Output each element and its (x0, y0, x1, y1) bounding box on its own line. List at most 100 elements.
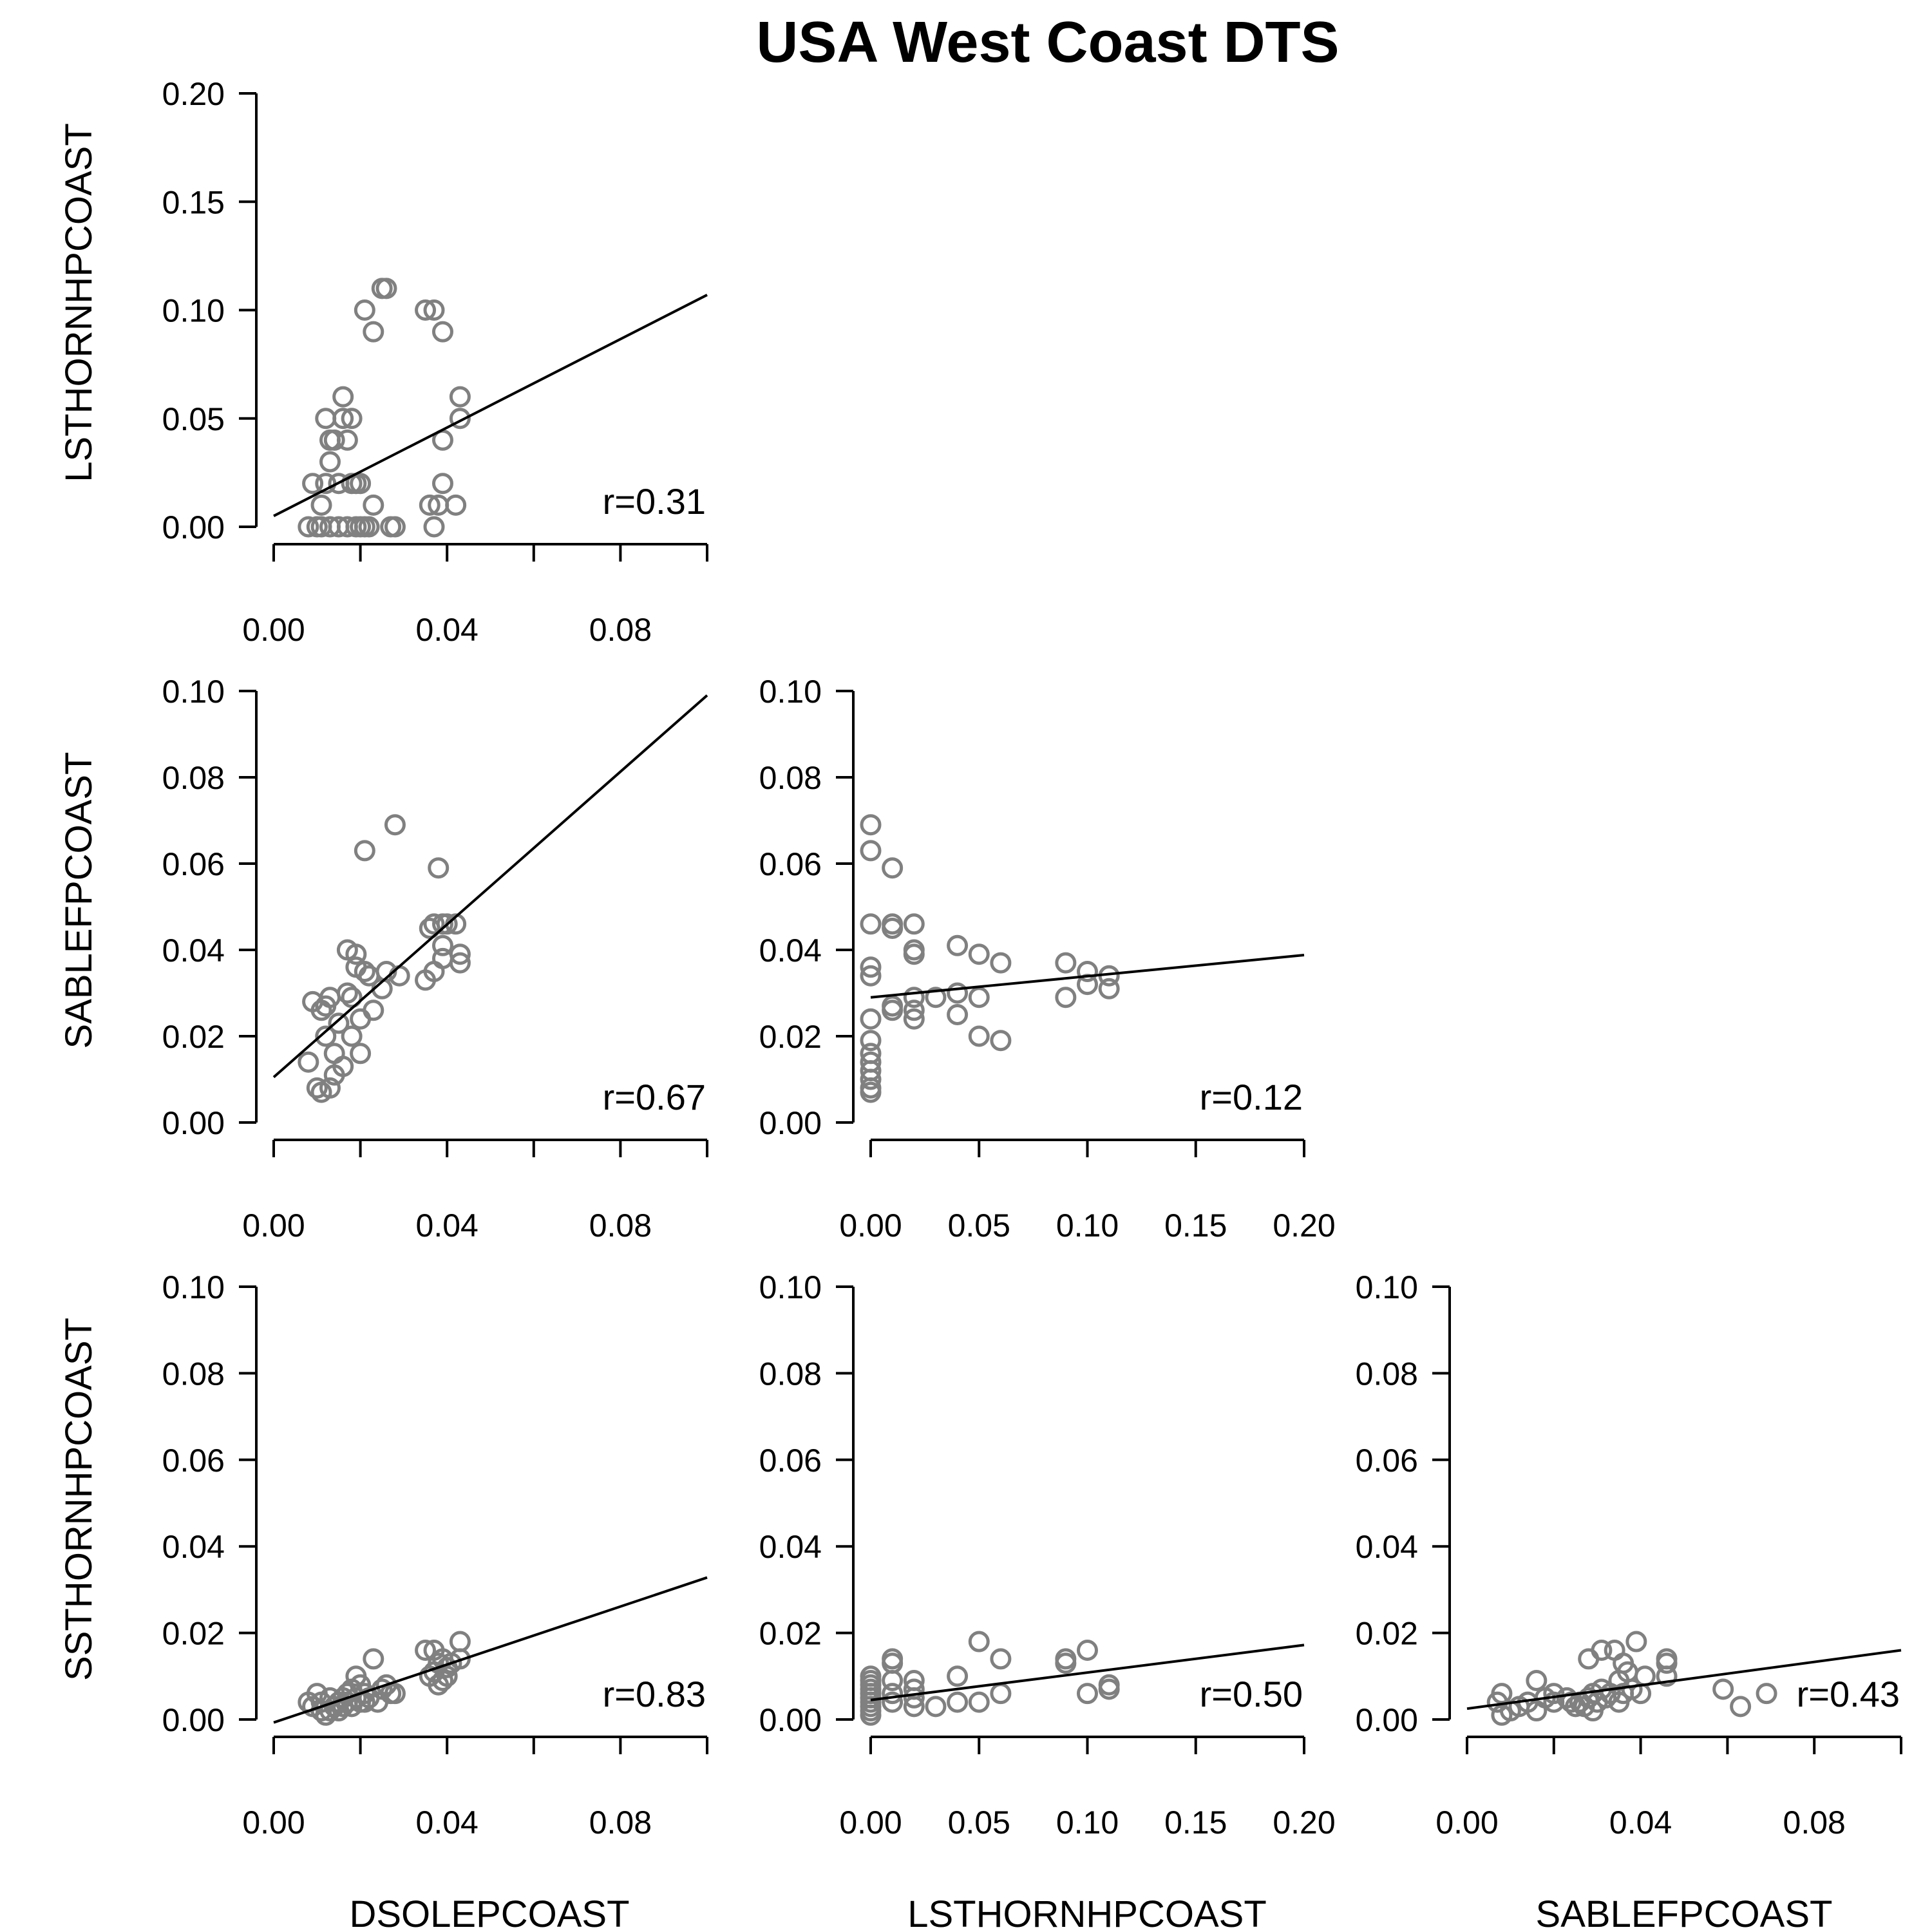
x-tick-label: 0.15 (1164, 1208, 1227, 1244)
data-point (363, 999, 384, 1021)
y-tick-label: 0.08 (759, 760, 822, 796)
data-point (423, 516, 445, 538)
data-point (345, 943, 367, 965)
data-point (1712, 1678, 1734, 1700)
col-label-dsolepcoast: DSOLEPCOAST (349, 1893, 629, 1932)
panel-1-1: 0.00 0.02 0.04 0.06 0.08 0.10 0.00 0.05 0.10 0.15… (759, 674, 1336, 1244)
col-label-lsthornhpcoast: LSTHORNHPCOAST (907, 1893, 1267, 1932)
data-point (1591, 1639, 1613, 1661)
data-point (1055, 1653, 1077, 1674)
data-point (882, 1670, 904, 1692)
data-point (990, 1648, 1012, 1670)
data-point (384, 814, 406, 836)
x-tick-label: 0.00 (1435, 1804, 1498, 1841)
data-point (860, 814, 882, 836)
x-tick-label: 0.00 (839, 1804, 902, 1841)
correlation-label: r=0.31 (603, 481, 706, 522)
correlation-label: r=0.83 (603, 1674, 706, 1714)
y-tick-label: 0.02 (759, 1616, 822, 1652)
data-point (1656, 1653, 1678, 1674)
y-tick-label: 0.10 (1356, 1269, 1418, 1305)
panel-1-0: 0.00 0.02 0.04 0.06 0.08 0.10 0.00 0.04 0.08 r=0.… (162, 674, 708, 1244)
data-point (1625, 1631, 1647, 1653)
data-point (354, 961, 375, 982)
row-label-sablefpcoast: SABLEFPCOAST (58, 752, 100, 1049)
data-point (882, 918, 904, 939)
data-point (336, 982, 358, 1004)
data-point (431, 934, 453, 956)
data-point (968, 943, 990, 965)
x-tick-label: 0.10 (1056, 1804, 1119, 1841)
data-point (947, 934, 969, 956)
regression-line (1466, 1649, 1902, 1710)
data-point (415, 1639, 437, 1661)
data-point (903, 1696, 925, 1718)
x-tick-label: 0.08 (1783, 1804, 1846, 1841)
x-tick-label: 0.08 (589, 612, 652, 648)
data-point (882, 1683, 904, 1705)
data-point (1098, 1678, 1120, 1700)
y-tick-label: 0.10 (759, 1269, 822, 1305)
col-label-sablefpcoast: SABLEFPCOAST (1536, 1893, 1833, 1932)
data-point (363, 1648, 384, 1670)
correlation-label: r=0.43 (1797, 1674, 1900, 1714)
y-tick-label: 0.00 (759, 1702, 822, 1738)
y-tick-label: 0.00 (162, 509, 225, 545)
data-point (350, 1043, 372, 1065)
data-point (860, 1068, 882, 1090)
data-point (449, 386, 471, 408)
data-point (358, 516, 380, 538)
data-point (1077, 1639, 1098, 1661)
x-tick-label: 0.15 (1164, 1804, 1227, 1841)
x-tick-label: 0.04 (416, 1804, 478, 1841)
data-point (354, 299, 375, 321)
data-point (1543, 1683, 1565, 1705)
x-tick-label: 0.00 (242, 612, 305, 648)
data-point (449, 943, 471, 965)
data-point (302, 473, 324, 495)
data-point (354, 840, 375, 862)
data-point (336, 429, 358, 451)
data-point (860, 956, 882, 978)
data-point (298, 1051, 319, 1073)
x-tick-label: 0.10 (1056, 1208, 1119, 1244)
y-tick-label: 0.00 (162, 1702, 225, 1738)
y-tick-label: 0.06 (759, 846, 822, 882)
data-point (332, 1056, 354, 1077)
data-point (1077, 961, 1098, 982)
data-point (1730, 1696, 1752, 1718)
x-tick-label: 0.04 (1609, 1804, 1672, 1841)
data-point (903, 913, 925, 935)
correlation-label: r=0.12 (1200, 1077, 1303, 1117)
data-point (431, 473, 453, 495)
data-point (363, 494, 384, 516)
data-point (341, 408, 363, 430)
data-point (860, 840, 882, 862)
data-point (449, 952, 471, 974)
data-point (445, 494, 467, 516)
x-tick-label: 0.08 (589, 1208, 652, 1244)
data-point (990, 1030, 1012, 1052)
y-tick-label: 0.04 (759, 933, 822, 969)
data-point (298, 516, 319, 538)
panel-2-1: 0.00 0.02 0.04 0.06 0.08 0.10 0.00 0.05 0.10 0.15… (759, 1269, 1336, 1841)
data-point (925, 987, 947, 1009)
x-tick-label: 0.08 (589, 1804, 652, 1841)
data-point (384, 516, 406, 538)
panel-2-0: 0.00 0.02 0.04 0.06 0.08 0.10 0.00 0.04 0.08 r=0.… (162, 1269, 708, 1841)
data-point (449, 408, 471, 430)
regression-line (273, 1576, 708, 1724)
data-point (363, 321, 384, 343)
y-tick-label: 0.08 (162, 1356, 225, 1392)
data-point (882, 857, 904, 879)
data-point (319, 1077, 341, 1099)
data-point (319, 451, 341, 473)
data-point (332, 386, 354, 408)
data-point (903, 999, 925, 1021)
y-tick-label: 0.04 (1356, 1529, 1418, 1565)
data-point (990, 952, 1012, 974)
x-tick-label: 0.00 (242, 1208, 305, 1244)
data-point (332, 408, 354, 430)
y-tick-label: 0.10 (162, 1269, 225, 1305)
y-tick-label: 0.04 (162, 933, 225, 969)
